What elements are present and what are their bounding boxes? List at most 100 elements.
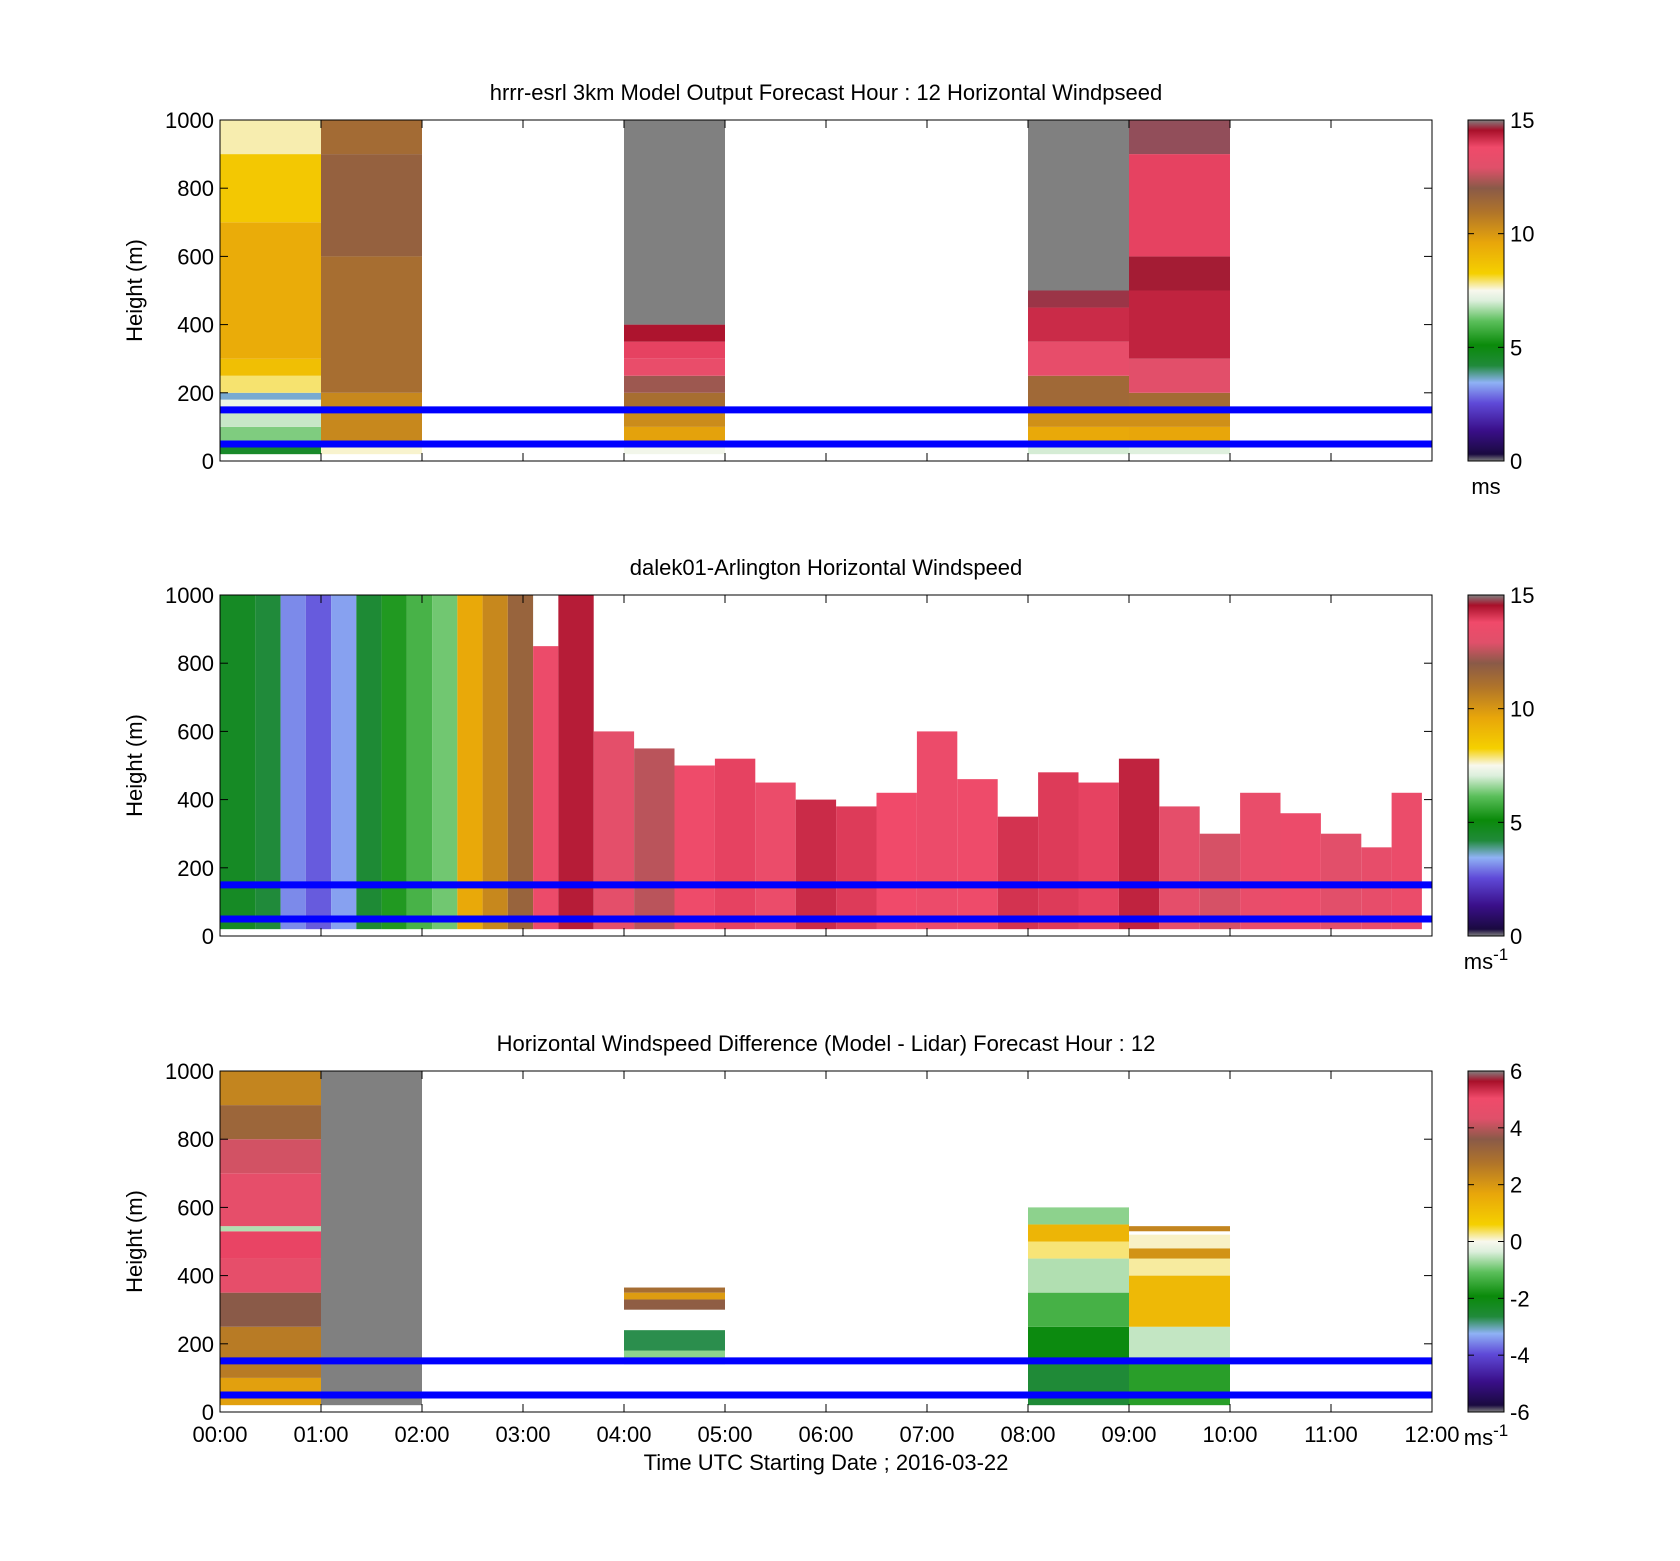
heatmap-cell bbox=[381, 595, 407, 930]
guide-lines bbox=[220, 881, 1432, 923]
panel-title: dalek01-Arlington Horizontal Windspeed bbox=[630, 555, 1023, 580]
heatmap-cell bbox=[305, 595, 332, 930]
colorbar-tick-label: -4 bbox=[1510, 1343, 1530, 1368]
heatmap-cell bbox=[1391, 792, 1422, 930]
heatmap-cell bbox=[634, 748, 675, 930]
heatmap-cell bbox=[1028, 1207, 1129, 1225]
axes: 0 200 400 600 800 1000 00:00 01:00 02:00 03:00 04:… bbox=[165, 1059, 1459, 1447]
heatmap-cell bbox=[755, 782, 796, 930]
heatmap-cell bbox=[1028, 409, 1129, 427]
heatmap-cell bbox=[220, 409, 321, 427]
heatmap-cell bbox=[280, 595, 306, 930]
colorbar-gradient bbox=[1467, 119, 1505, 462]
y-tick-label: 0 bbox=[202, 924, 214, 949]
heatmap-cell bbox=[624, 358, 725, 376]
colorbar-tick-label: 4 bbox=[1510, 1116, 1522, 1141]
x-tick-label: 12:00 bbox=[1404, 1422, 1459, 1447]
y-tick-label: 600 bbox=[177, 1195, 214, 1220]
colorbar-tick-label: 15 bbox=[1510, 583, 1534, 608]
x-tick-label: 03:00 bbox=[495, 1422, 550, 1447]
y-tick-label: 600 bbox=[177, 719, 214, 744]
heatmap-cell bbox=[220, 1258, 321, 1293]
y-tick-label: 400 bbox=[177, 1264, 214, 1289]
heatmap-cell bbox=[1129, 256, 1230, 291]
colorbar-tick-label: 0 bbox=[1510, 924, 1522, 949]
x-tick-label: 10:00 bbox=[1202, 1422, 1257, 1447]
axes: 0 200 400 600 800 1000 bbox=[165, 108, 1433, 474]
heatmap-cell bbox=[220, 426, 321, 441]
heatmap-cell bbox=[1038, 772, 1079, 930]
heatmap-cell bbox=[624, 1330, 725, 1351]
y-axis-label: Height (m) bbox=[122, 1190, 147, 1293]
heatmap-cell bbox=[1028, 341, 1129, 376]
panel-title: Horizontal Windspeed Difference (Model -… bbox=[497, 1031, 1156, 1056]
colorbar-tick-label: 0 bbox=[1510, 1230, 1522, 1255]
heatmap-cell bbox=[624, 392, 725, 410]
heatmap-cell bbox=[321, 154, 422, 257]
y-tick-label: 0 bbox=[202, 1400, 214, 1425]
x-tick-label: 05:00 bbox=[697, 1422, 752, 1447]
colorbar: 0 5 10 15 bbox=[1467, 108, 1534, 474]
heatmap-cell bbox=[507, 595, 534, 930]
panel-title: hrrr-esrl 3km Model Output Forecast Hour… bbox=[490, 80, 1162, 105]
y-tick-label: 800 bbox=[177, 176, 214, 201]
heatmap-cell bbox=[220, 1226, 321, 1232]
y-tick-label: 400 bbox=[177, 788, 214, 813]
y-tick-label: 200 bbox=[177, 856, 214, 881]
x-tick-label: 06:00 bbox=[798, 1422, 853, 1447]
heatmap-cell bbox=[220, 1231, 321, 1259]
colorbar-tick-label: 5 bbox=[1510, 810, 1522, 835]
heatmap-cell bbox=[321, 256, 422, 393]
heatmap-cell bbox=[220, 1173, 321, 1227]
x-tick-label: 01:00 bbox=[293, 1422, 348, 1447]
heatmap-cell bbox=[997, 816, 1039, 930]
heatmap-cell bbox=[674, 765, 715, 930]
heatmap-cell bbox=[457, 595, 483, 930]
heatmap-cell bbox=[624, 375, 725, 393]
x-tick-label: 02:00 bbox=[394, 1422, 449, 1447]
heatmap-cell bbox=[220, 358, 321, 376]
colorbar-unit: ms-1 bbox=[1464, 945, 1508, 975]
heatmap-cell bbox=[1129, 358, 1230, 393]
heatmap-cell bbox=[1129, 290, 1230, 359]
heatmap-cell bbox=[1028, 290, 1129, 308]
x-tick-label: 04:00 bbox=[596, 1422, 651, 1447]
heatmap-cell bbox=[220, 595, 256, 930]
heatmap-cell bbox=[432, 595, 458, 930]
heatmap-cell bbox=[916, 731, 958, 930]
heatmap-cell bbox=[1240, 792, 1281, 930]
x-tick-label: 07:00 bbox=[899, 1422, 954, 1447]
heatmap-cell bbox=[220, 375, 321, 393]
colorbar-tick-label: 6 bbox=[1510, 1059, 1522, 1084]
heatmap-cell bbox=[1028, 1258, 1129, 1293]
y-tick-label: 400 bbox=[177, 313, 214, 338]
heatmap-cell bbox=[1129, 1360, 1230, 1406]
y-tick-label: 1000 bbox=[165, 583, 214, 608]
heatmap-cell bbox=[220, 1105, 321, 1140]
heatmap-cell bbox=[1028, 1241, 1129, 1259]
colorbar-tick-label: -6 bbox=[1510, 1400, 1530, 1425]
y-tick-label: 200 bbox=[177, 381, 214, 406]
heatmap-cell bbox=[1028, 375, 1129, 410]
heatmap-cell bbox=[624, 341, 725, 359]
heatmap-cell bbox=[1280, 813, 1321, 930]
heatmap-cell bbox=[220, 447, 321, 455]
heatmap-cell bbox=[255, 595, 281, 930]
heatmap-cell bbox=[1028, 1360, 1129, 1406]
heatmap-cell bbox=[1028, 426, 1129, 444]
y-tick-label: 1000 bbox=[165, 1059, 214, 1084]
colorbar-gradient bbox=[1467, 594, 1505, 937]
heatmap-cell bbox=[220, 222, 321, 359]
heatmap-cell bbox=[321, 1071, 422, 1406]
heatmap-cell bbox=[624, 426, 725, 444]
heatmap-cell bbox=[1129, 443, 1230, 455]
heatmap-cell bbox=[1159, 806, 1200, 930]
heatmap-cell bbox=[624, 443, 725, 455]
colorbar-unit: ms bbox=[1471, 474, 1500, 499]
heatmap-cell bbox=[1129, 1326, 1230, 1361]
heatmap-cell bbox=[356, 595, 382, 930]
heatmap-cell bbox=[331, 595, 357, 930]
x-tick-label: 00:00 bbox=[192, 1422, 247, 1447]
heatmap-cell bbox=[1129, 426, 1230, 444]
heatmap-cell bbox=[1028, 1224, 1129, 1242]
